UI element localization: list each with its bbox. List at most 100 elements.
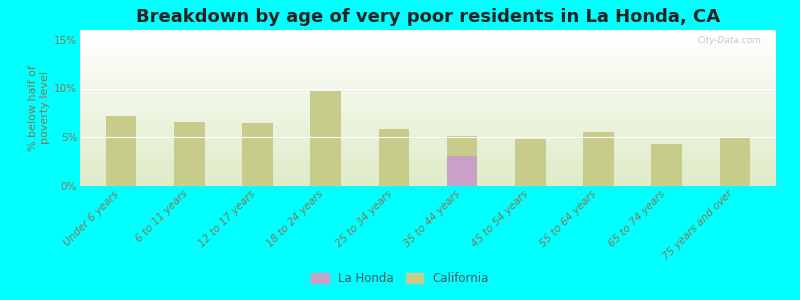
- Bar: [80, 177, 776, 178]
- Bar: [80, 145, 776, 146]
- Bar: [80, 67, 776, 68]
- Bar: [80, 108, 776, 109]
- Bar: [80, 41, 776, 42]
- Bar: [80, 120, 776, 121]
- Bar: [80, 118, 776, 119]
- Bar: [80, 37, 776, 38]
- Bar: [80, 77, 776, 78]
- Bar: [583, 132, 614, 186]
- Bar: [80, 83, 776, 84]
- Bar: [80, 58, 776, 59]
- Bar: [80, 155, 776, 156]
- Bar: [80, 57, 776, 58]
- Bar: [80, 152, 776, 153]
- Bar: [80, 62, 776, 63]
- Bar: [80, 44, 776, 45]
- Bar: [80, 43, 776, 44]
- Bar: [80, 175, 776, 176]
- Bar: [80, 92, 776, 93]
- Bar: [80, 153, 776, 154]
- Bar: [80, 162, 776, 163]
- Bar: [80, 96, 776, 97]
- Bar: [80, 36, 776, 37]
- Bar: [80, 78, 776, 79]
- Bar: [80, 100, 776, 101]
- Bar: [80, 156, 776, 157]
- Bar: [80, 126, 776, 127]
- Bar: [80, 106, 776, 107]
- Bar: [80, 172, 776, 173]
- Bar: [80, 90, 776, 91]
- Bar: [80, 51, 776, 52]
- Bar: [80, 143, 776, 144]
- Bar: [80, 80, 776, 81]
- Bar: [446, 136, 478, 186]
- Bar: [80, 128, 776, 129]
- Bar: [80, 111, 776, 112]
- Bar: [80, 125, 776, 126]
- Bar: [80, 48, 776, 49]
- Bar: [80, 35, 776, 36]
- Bar: [80, 38, 776, 39]
- Bar: [80, 72, 776, 73]
- Bar: [80, 115, 776, 116]
- Bar: [378, 129, 410, 186]
- Bar: [80, 123, 776, 124]
- Bar: [80, 64, 776, 65]
- Bar: [106, 116, 136, 186]
- Bar: [80, 68, 776, 69]
- Bar: [80, 130, 776, 131]
- Bar: [80, 139, 776, 140]
- Bar: [80, 73, 776, 74]
- Bar: [80, 147, 776, 148]
- Bar: [80, 158, 776, 159]
- Bar: [80, 179, 776, 180]
- Bar: [80, 121, 776, 122]
- Text: City-Data.com: City-Data.com: [698, 36, 762, 45]
- Bar: [80, 185, 776, 186]
- Bar: [80, 122, 776, 123]
- Bar: [80, 184, 776, 185]
- Bar: [80, 127, 776, 128]
- Bar: [80, 69, 776, 70]
- Bar: [80, 101, 776, 102]
- Bar: [80, 119, 776, 120]
- Bar: [80, 95, 776, 96]
- Bar: [80, 81, 776, 82]
- Bar: [80, 132, 776, 133]
- Bar: [80, 70, 776, 71]
- Bar: [174, 122, 205, 186]
- Bar: [80, 134, 776, 135]
- Bar: [80, 52, 776, 53]
- Bar: [80, 53, 776, 54]
- Bar: [80, 50, 776, 51]
- Bar: [80, 173, 776, 174]
- Bar: [80, 103, 776, 104]
- Bar: [80, 160, 776, 161]
- Bar: [80, 54, 776, 55]
- Bar: [80, 107, 776, 108]
- Bar: [80, 97, 776, 98]
- Bar: [80, 31, 776, 32]
- Bar: [80, 140, 776, 141]
- Bar: [80, 56, 776, 57]
- Bar: [80, 149, 776, 150]
- Bar: [80, 102, 776, 103]
- Bar: [80, 112, 776, 113]
- Bar: [80, 178, 776, 179]
- Bar: [80, 131, 776, 132]
- Bar: [310, 92, 341, 186]
- Bar: [80, 75, 776, 76]
- Bar: [80, 133, 776, 134]
- Bar: [80, 170, 776, 171]
- Bar: [80, 168, 776, 169]
- Bar: [80, 71, 776, 72]
- Bar: [80, 98, 776, 99]
- Bar: [80, 60, 776, 61]
- Bar: [80, 66, 776, 67]
- Bar: [80, 138, 776, 139]
- Bar: [80, 63, 776, 64]
- Bar: [80, 110, 776, 111]
- Bar: [80, 93, 776, 94]
- Y-axis label: % below half of
poverty level: % below half of poverty level: [28, 65, 50, 151]
